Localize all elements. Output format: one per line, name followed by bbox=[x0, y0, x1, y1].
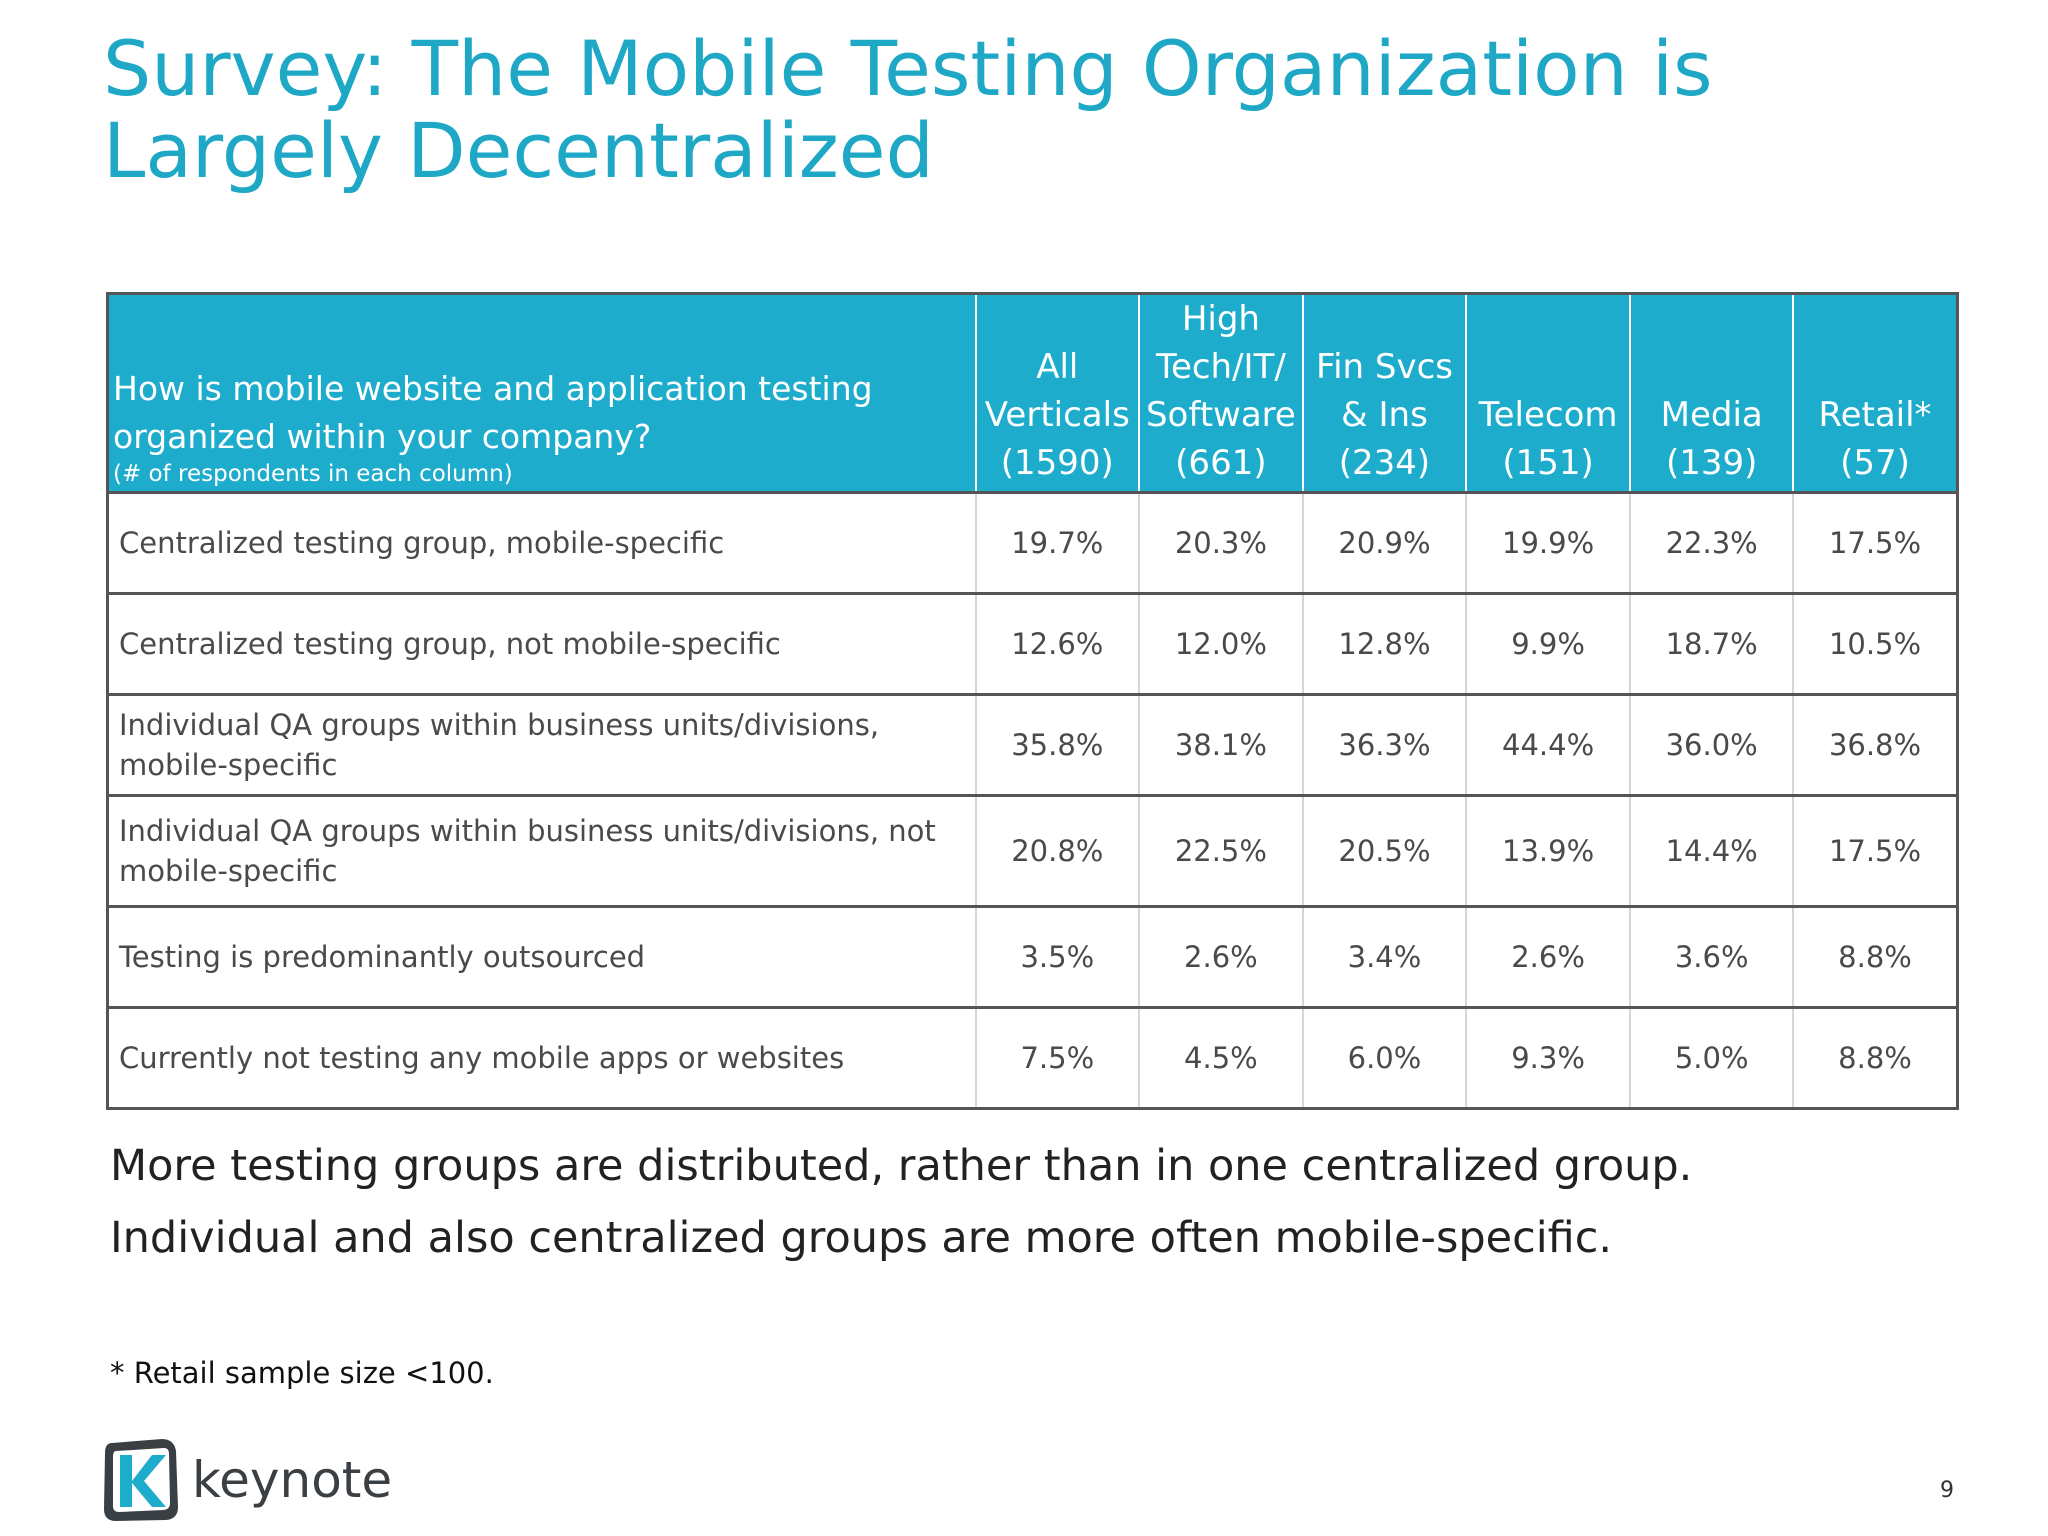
survey-table: How is mobile website and application te… bbox=[106, 292, 1959, 1110]
question-note: (# of respondents in each column) bbox=[113, 461, 513, 487]
column-header-line: Tech/IT/ bbox=[1155, 347, 1286, 387]
table-cell: 17.5% bbox=[1792, 795, 1959, 908]
table-cell: 20.8% bbox=[974, 795, 1140, 908]
table-cell: 20.5% bbox=[1301, 795, 1467, 908]
column-header: Retail* (57) bbox=[1792, 292, 1959, 494]
keynote-logo-icon bbox=[104, 1439, 178, 1521]
table-cell: 12.0% bbox=[1138, 593, 1303, 696]
table-cell: 44.4% bbox=[1465, 694, 1630, 797]
table-row: Centralized testing group, not mobile-sp… bbox=[106, 593, 1959, 696]
table-cell: 8.8% bbox=[1792, 906, 1959, 1009]
column-header-line: Telecom bbox=[1478, 395, 1618, 435]
table-cell: 3.5% bbox=[974, 906, 1140, 1009]
table-body: Centralized testing group, mobile-specif… bbox=[106, 492, 1959, 1110]
column-header: Fin Svcs & Ins (234) bbox=[1301, 292, 1467, 494]
table-cell: 38.1% bbox=[1138, 694, 1303, 797]
table-cell: 8.8% bbox=[1792, 1007, 1959, 1110]
column-header: All Verticals (1590) bbox=[974, 292, 1140, 494]
row-label: Individual QA groups within business uni… bbox=[106, 795, 976, 908]
table-cell: 19.9% bbox=[1465, 492, 1630, 595]
table-row: Individual QA groups within business uni… bbox=[106, 694, 1959, 797]
column-header-line: Fin Svcs bbox=[1315, 347, 1453, 387]
column-header-line: Verticals bbox=[984, 395, 1130, 435]
table-cell: 3.6% bbox=[1628, 906, 1794, 1009]
column-header-line: Media bbox=[1660, 395, 1763, 435]
table-cell: 7.5% bbox=[974, 1007, 1140, 1110]
column-header-line: Retail* bbox=[1818, 395, 1932, 435]
page-number: 9 bbox=[1940, 1478, 1954, 1503]
column-header: Telecom (151) bbox=[1465, 292, 1630, 494]
table-header-row: How is mobile website and application te… bbox=[106, 292, 1959, 494]
column-header-line: (57) bbox=[1840, 443, 1910, 483]
row-label: Currently not testing any mobile apps or… bbox=[106, 1007, 976, 1110]
table-cell: 20.9% bbox=[1301, 492, 1467, 595]
table-cell: 20.3% bbox=[1138, 492, 1303, 595]
table-cell: 36.8% bbox=[1792, 694, 1959, 797]
table-cell: 4.5% bbox=[1138, 1007, 1303, 1110]
table-cell: 12.6% bbox=[974, 593, 1140, 696]
column-header: High Tech/IT/Software (661) bbox=[1138, 292, 1303, 494]
table-row: Individual QA groups within business uni… bbox=[106, 795, 1959, 908]
table-cell: 14.4% bbox=[1628, 795, 1794, 908]
question-header: How is mobile website and application te… bbox=[106, 292, 976, 494]
summary-line-2: Individual and also centralized groups a… bbox=[110, 1213, 1613, 1263]
table-cell: 17.5% bbox=[1792, 492, 1959, 595]
column-header-line: (661) bbox=[1175, 443, 1267, 483]
table-cell: 10.5% bbox=[1792, 593, 1959, 696]
table-cell: 2.6% bbox=[1138, 906, 1303, 1009]
keynote-logo: keynote bbox=[102, 1435, 392, 1525]
column-header-line: (151) bbox=[1502, 443, 1594, 483]
row-label: Centralized testing group, not mobile-sp… bbox=[106, 593, 976, 696]
row-label: Individual QA groups within business uni… bbox=[106, 694, 976, 797]
table-cell: 18.7% bbox=[1628, 593, 1794, 696]
table-cell: 9.9% bbox=[1465, 593, 1630, 696]
keynote-logo-text: keynote bbox=[192, 1451, 393, 1509]
table-cell: 6.0% bbox=[1301, 1007, 1467, 1110]
summary-line-1: More testing groups are distributed, rat… bbox=[110, 1141, 1693, 1191]
table-cell: 19.7% bbox=[974, 492, 1140, 595]
table-cell: 9.3% bbox=[1465, 1007, 1630, 1110]
column-header-line: High bbox=[1181, 299, 1260, 339]
table-cell: 2.6% bbox=[1465, 906, 1630, 1009]
table-cell: 3.4% bbox=[1301, 906, 1467, 1009]
slide-title-line-1: Survey: The Mobile Testing Organization … bbox=[103, 24, 1713, 113]
row-label: Centralized testing group, mobile-specif… bbox=[106, 492, 976, 595]
slide-title: Survey: The Mobile Testing Organization … bbox=[103, 28, 1903, 192]
summary-text: More testing groups are distributed, rat… bbox=[110, 1130, 1910, 1274]
slide-title-line-2: Largely Decentralized bbox=[103, 106, 934, 195]
table-cell: 13.9% bbox=[1465, 795, 1630, 908]
column-header-line: (139) bbox=[1665, 443, 1758, 483]
column-header-line: & Ins bbox=[1341, 395, 1428, 435]
column-header-line: Software bbox=[1145, 395, 1296, 435]
row-label: Testing is predominantly outsourced bbox=[106, 906, 976, 1009]
table-row: Currently not testing any mobile apps or… bbox=[106, 1007, 1959, 1110]
table-cell: 12.8% bbox=[1301, 593, 1467, 696]
question-text: How is mobile website and application te… bbox=[113, 369, 873, 456]
table-cell: 35.8% bbox=[974, 694, 1140, 797]
table-row: Testing is predominantly outsourced 3.5% 2… bbox=[106, 906, 1959, 1009]
column-header-line: All bbox=[1036, 347, 1079, 387]
column-header-line: (234) bbox=[1338, 443, 1431, 483]
table-cell: 22.3% bbox=[1628, 492, 1794, 595]
table-cell: 36.0% bbox=[1628, 694, 1794, 797]
column-header-line: (1590) bbox=[1000, 443, 1114, 483]
column-header: Media (139) bbox=[1628, 292, 1794, 494]
table-cell: 5.0% bbox=[1628, 1007, 1794, 1110]
table-cell: 22.5% bbox=[1138, 795, 1303, 908]
table-row: Centralized testing group, mobile-specif… bbox=[106, 492, 1959, 595]
table-cell: 36.3% bbox=[1301, 694, 1467, 797]
footnote: * Retail sample size <100. bbox=[110, 1356, 494, 1390]
